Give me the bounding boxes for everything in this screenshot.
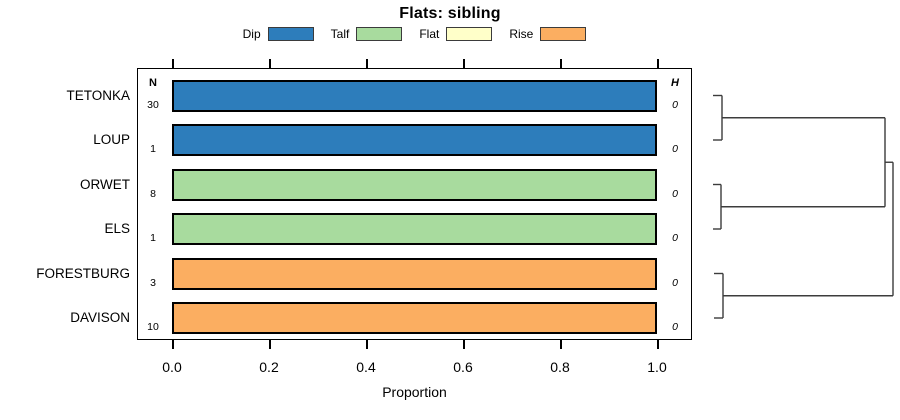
ylabel-loup: LOUP	[93, 132, 130, 147]
legend-label-talf: Talf	[330, 27, 350, 41]
h-value: 0	[672, 143, 678, 155]
ylabel-davison: DAVISON	[70, 310, 130, 325]
legend-swatch-talf	[356, 27, 403, 41]
axis-tick-top	[172, 59, 174, 68]
n-value: 30	[147, 98, 159, 111]
axis-tick-label: 0.0	[162, 359, 182, 375]
h-value: 0	[672, 98, 678, 111]
h-column-header: H	[671, 77, 679, 89]
axis-tick-label: 0.2	[259, 359, 279, 375]
n-value: 3	[150, 276, 156, 289]
chart-title: Flats: sibling	[399, 5, 501, 22]
bar-tetonka	[172, 79, 657, 112]
legend-item-rise: Rise	[509, 27, 587, 41]
x-axis-title: Proportion	[382, 384, 447, 400]
bar-row	[172, 213, 657, 245]
h-value: 0	[672, 232, 678, 244]
n-value: 10	[147, 321, 159, 333]
axis-tick-bottom	[560, 340, 562, 349]
bar-loup	[172, 124, 657, 156]
bar-row	[172, 79, 657, 112]
h-value: 0	[672, 187, 678, 200]
axis-tick-label: 0.4	[356, 359, 376, 375]
axis-tick-label: 0.6	[453, 359, 473, 375]
legend-swatch-flat	[446, 27, 493, 41]
ylabel-orwet: ORWET	[80, 176, 130, 192]
bar-row	[172, 302, 657, 334]
legend-item-flat: Flat	[419, 27, 493, 41]
axis-tick-bottom	[269, 340, 271, 349]
bar-forestburg	[172, 257, 657, 290]
axis-tick-top	[463, 59, 465, 68]
legend-swatch-dip	[267, 27, 314, 41]
bar-orwet	[172, 168, 657, 201]
bar-els	[172, 213, 657, 245]
bar-row	[172, 168, 657, 201]
bar-davison	[172, 302, 657, 334]
legend-label-dip: Dip	[242, 27, 261, 41]
axis-tick-bottom	[463, 340, 465, 349]
legend-item-talf: Talf	[331, 27, 403, 41]
axis-tick-top	[560, 59, 562, 68]
legend-label-rise: Rise	[509, 27, 534, 41]
axis-tick-top	[366, 59, 368, 68]
axis-tick-top	[657, 59, 659, 68]
n-value: 1	[150, 143, 156, 155]
h-value: 0	[672, 321, 678, 333]
axis-tick-bottom	[366, 340, 368, 349]
axis-tick-top	[269, 59, 271, 68]
bar-row	[172, 257, 657, 290]
axis-tick-label: 1.0	[647, 359, 667, 375]
bar-row	[172, 124, 657, 156]
h-value: 0	[672, 276, 678, 289]
plot-box	[137, 68, 692, 340]
legend-label-flat: Flat	[419, 27, 440, 41]
n-value: 1	[150, 232, 156, 244]
n-value: 8	[150, 187, 156, 200]
axis-tick-bottom	[657, 340, 659, 349]
n-column-header: N	[149, 77, 157, 89]
legend-swatch-rise	[540, 27, 587, 41]
ylabel-els: ELS	[104, 221, 130, 236]
legend: Dip Talf Flat Rise	[137, 26, 692, 42]
axis-tick-label: 0.8	[550, 359, 570, 375]
ylabel-tetonka: TETONKA	[66, 87, 130, 103]
ylabel-forestburg: FORESTBURG	[36, 265, 130, 281]
axis-tick-bottom	[172, 340, 174, 349]
legend-item-dip: Dip	[243, 27, 314, 41]
